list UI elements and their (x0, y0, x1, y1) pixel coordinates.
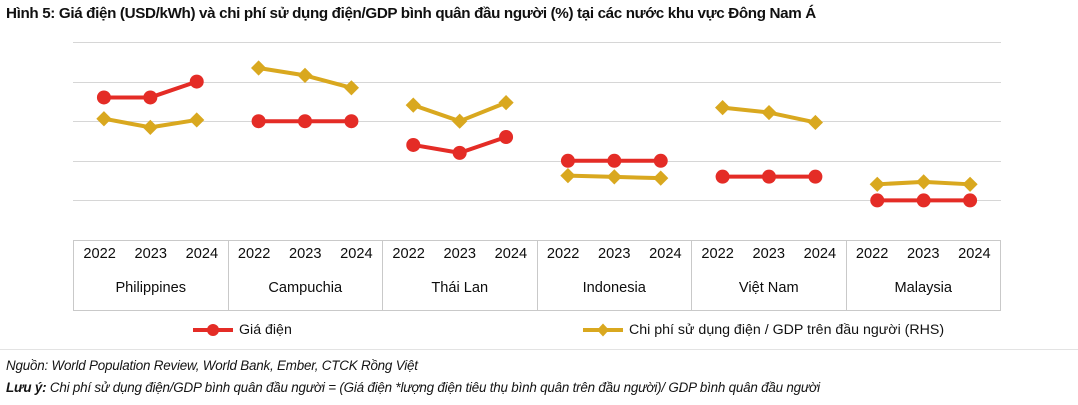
data-point-circle (870, 193, 885, 208)
data-point-circle (251, 114, 266, 129)
note-label: Lưu ý: (6, 380, 47, 395)
data-point-diamond (189, 112, 205, 128)
data-point-circle (653, 153, 668, 168)
x-axis-year-tick: 2023 (289, 246, 322, 262)
data-point-diamond (251, 60, 267, 76)
x-axis-year-tick: 2024 (340, 246, 373, 262)
x-axis-year-tick: 2024 (803, 246, 837, 262)
data-point-diamond (343, 80, 359, 96)
category-cell: 2022 2023 2024 Campuchia (227, 240, 383, 311)
x-axis-country-label: Việt Nam (738, 280, 799, 296)
x-axis-country-label: Campuchia (268, 280, 343, 296)
legend-item-price: Giá điện (191, 322, 292, 338)
legend-item-cost: Chi phí sử dụng điện / GDP trên đầu ngườ… (581, 322, 944, 338)
x-axis-year-tick: 2022 (237, 246, 271, 262)
x-axis-year-tick: 2023 (443, 246, 476, 262)
data-point-circle (298, 114, 312, 129)
x-axis-year-tick: 2022 (855, 246, 889, 262)
x-axis-year-tick: 2022 (392, 246, 425, 262)
data-point-diamond (498, 95, 514, 111)
x-axis-country-label: Philippines (115, 280, 187, 296)
year-tick-group: 2022 2023 2024 (383, 246, 537, 262)
note-text: Chi phí sử dụng điện/GDP bình quân đầu n… (46, 380, 820, 395)
x-axis-year-tick: 2024 (958, 246, 991, 262)
legend-label-price: Giá điện (239, 322, 292, 338)
x-axis-year-tick: 2023 (752, 246, 785, 262)
data-point-circle (189, 74, 204, 89)
plot-area: $0.00$0.05$0.10$0.15$0.20$0.250.0%1.0%2.… (73, 42, 1001, 241)
chart-legend: Giá điện Chi phí sử dụng điện / GDP trên… (73, 322, 1001, 350)
data-point-diamond (606, 169, 622, 185)
series-layer (96, 60, 978, 208)
data-point-diamond (405, 97, 421, 113)
data-point-diamond (297, 67, 313, 84)
data-point-diamond (869, 176, 885, 192)
year-tick-group: 2022 2023 2024 (692, 246, 846, 262)
data-point-diamond (715, 99, 731, 116)
data-point-circle (963, 193, 978, 208)
year-tick-group: 2022 2023 2024 (538, 246, 692, 262)
source-text: World Population Review, World Bank, Emb… (47, 358, 418, 373)
x-axis-year-tick: 2023 (907, 246, 940, 262)
legend-marker-diamond (583, 323, 623, 337)
category-cell: 2022 2023 2024 Việt Nam (691, 240, 846, 311)
page-title: Hình 5: Giá điện (USD/kWh) và chi phí sử… (6, 5, 816, 22)
category-cell: 2022 2023 2024 Thái Lan (382, 240, 537, 311)
x-axis-year-tick: 2023 (598, 246, 631, 262)
x-axis-country-label: Indonesia (582, 280, 646, 296)
data-point-circle (406, 137, 421, 152)
category-cell: 2022 2023 2024 Indonesia (536, 240, 692, 311)
source-note: Nguồn: World Population Review, World Ba… (6, 358, 418, 373)
category-cell: 2022 2023 2024 Malaysia (845, 240, 1001, 311)
x-axis-year-tick: 2022 (83, 246, 116, 262)
data-point-circle (916, 193, 931, 208)
category-cell: 2022 2023 2024 Philippines (73, 240, 228, 311)
data-point-diamond (916, 174, 932, 190)
data-point-diamond (807, 114, 823, 131)
category-axis: 2022 2023 2024 Philippines 2022 2023 2024 Campu… (73, 240, 1001, 311)
data-point-diamond (452, 113, 468, 129)
x-axis-year-tick: 2024 (494, 246, 528, 262)
data-point-diamond (142, 119, 158, 135)
footer-divider (0, 349, 1078, 350)
x-axis-year-tick: 2022 (546, 246, 580, 262)
legend-label-cost: Chi phí sử dụng điện / GDP trên đầu ngườ… (629, 322, 945, 338)
x-axis-year-tick: 2023 (134, 246, 167, 262)
x-axis-year-tick: 2022 (701, 246, 734, 262)
data-point-circle (715, 169, 730, 184)
data-point-diamond (653, 170, 669, 186)
data-point-diamond (560, 168, 576, 184)
gridline (73, 42, 1001, 43)
data-point-circle (762, 169, 776, 184)
data-point-circle (499, 130, 514, 145)
formula-note: Lưu ý: Chi phí sử dụng điện/GDP bình quâ… (6, 380, 820, 395)
legend-marker-circle (193, 324, 233, 336)
data-point-circle (452, 145, 467, 160)
data-point-circle (96, 90, 111, 105)
year-tick-group: 2022 2023 2024 (229, 246, 383, 262)
source-label: Nguồn: (6, 358, 48, 373)
gridline (73, 161, 1001, 162)
gridline (73, 200, 1001, 201)
x-axis-country-label: Thái Lan (431, 280, 489, 296)
x-axis-year-tick: 2024 (185, 246, 219, 262)
data-point-diamond (962, 176, 978, 192)
data-point-circle (808, 169, 823, 184)
x-axis-country-label: Malaysia (894, 280, 953, 296)
year-tick-group: 2022 2023 2024 (74, 246, 228, 262)
x-axis-year-tick: 2024 (649, 246, 682, 262)
gridline (73, 82, 1001, 83)
data-point-diamond (96, 111, 112, 127)
data-point-circle (560, 153, 575, 168)
data-point-circle (607, 153, 622, 168)
gridline (73, 121, 1001, 122)
data-point-diamond (761, 104, 777, 121)
data-point-circle (143, 90, 158, 105)
data-point-circle (344, 114, 359, 129)
year-tick-group: 2022 2023 2024 (847, 246, 1001, 262)
